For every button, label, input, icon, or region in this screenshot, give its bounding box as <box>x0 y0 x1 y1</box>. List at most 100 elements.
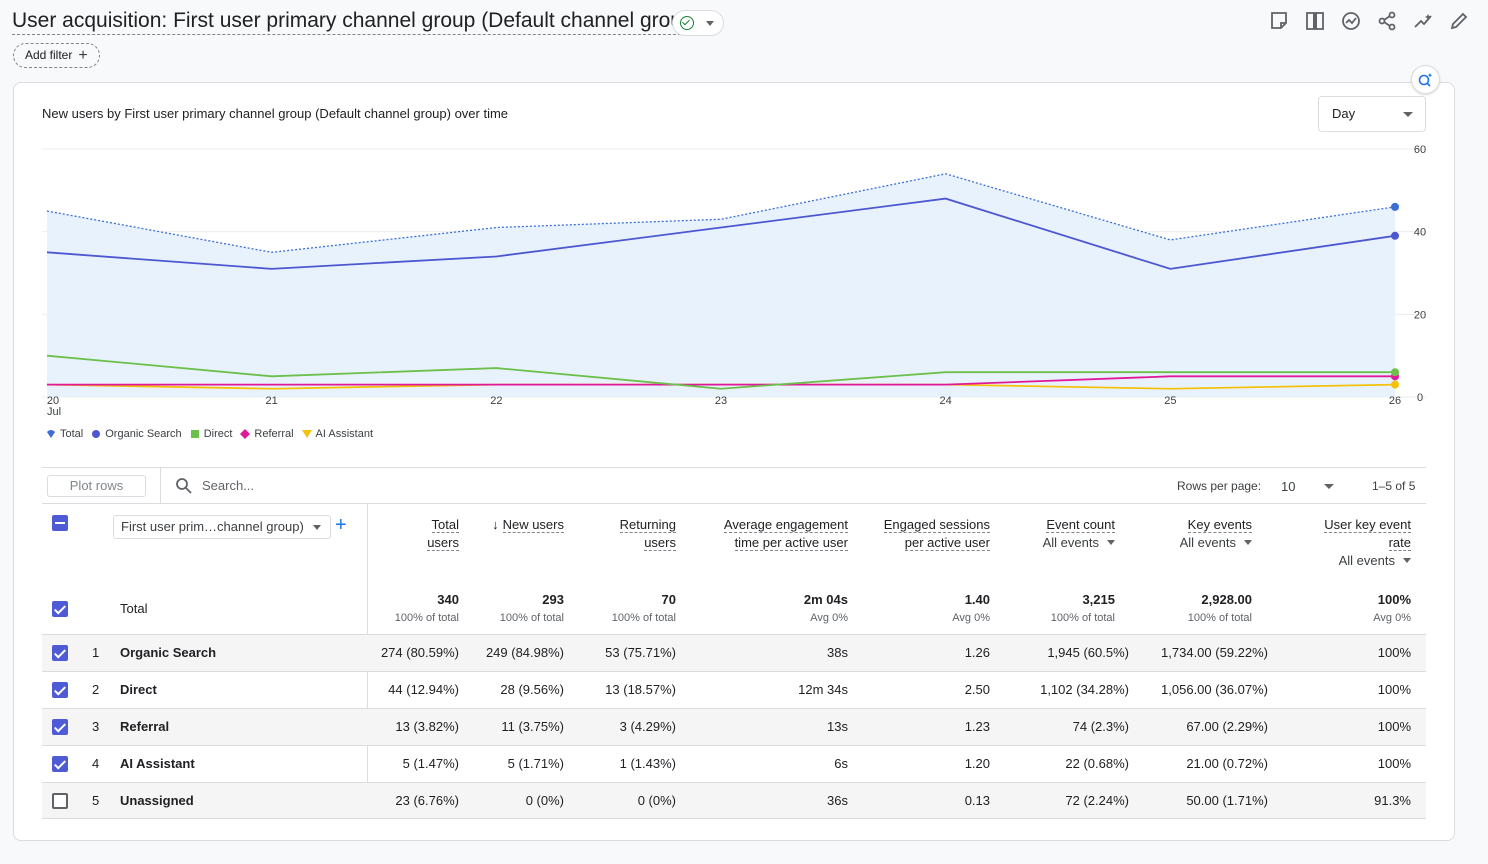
column-header-label: rate <box>1388 535 1411 551</box>
table-cell: 0 (0%) <box>637 793 676 808</box>
table-cell: 23 (6.76%) <box>395 793 459 808</box>
column-header[interactable]: Key events All events <box>1180 516 1252 552</box>
legend-item[interactable]: Referral <box>240 428 294 440</box>
event-filter-select[interactable]: All events <box>1180 534 1252 552</box>
add-filter-button[interactable]: Add filter + <box>13 43 100 68</box>
row-checkbox[interactable] <box>52 793 68 809</box>
table-cell: 1 (1.43%) <box>619 756 676 771</box>
table-cell: 13 (18.57%) <box>605 682 676 697</box>
table-row[interactable] <box>42 782 1426 819</box>
data-point <box>1391 368 1399 377</box>
edit-icon[interactable] <box>1448 10 1470 32</box>
legend-label: Organic Search <box>105 428 182 440</box>
rows-per-page-select[interactable]: 10 <box>1281 479 1296 494</box>
notes-icon[interactable] <box>1268 10 1290 32</box>
chevron-down-icon <box>313 525 321 530</box>
legend-label: Referral <box>254 428 294 440</box>
legend-label: AI Assistant <box>315 428 374 440</box>
table-cell: 21.00 (0.72%) <box>1186 756 1268 771</box>
row-dimension-value: Organic Search <box>120 645 217 660</box>
dimension-select[interactable]: First user prim…channel group) <box>113 515 331 539</box>
table-cell: 0 (0%) <box>525 793 564 808</box>
y-tick-label: 40 <box>1414 227 1426 239</box>
total-value: 70 <box>661 592 676 607</box>
table-cell: 5 (1.71%) <box>507 756 564 771</box>
granularity-value: Day <box>1332 106 1356 121</box>
table-cell: 0.13 <box>964 793 990 808</box>
compare-icon[interactable] <box>1304 10 1326 32</box>
legend-marker-icon <box>47 430 55 438</box>
table-cell: 13 (3.82%) <box>395 719 459 734</box>
total-subtext: Avg 0% <box>952 612 990 624</box>
plot-rows-button[interactable]: Plot rows <box>47 475 146 497</box>
column-header-label: per active user <box>904 535 990 551</box>
page-title: User acquisition: First user primary cha… <box>12 8 701 35</box>
plus-icon[interactable]: + <box>335 514 347 536</box>
row-checkbox[interactable] <box>52 756 68 772</box>
total-row-checkbox[interactable] <box>52 601 68 617</box>
table-row[interactable] <box>42 671 1426 708</box>
row-checkbox[interactable] <box>52 682 68 698</box>
column-header[interactable]: Average engagement time per active user <box>723 516 848 552</box>
data-point <box>1391 231 1399 240</box>
table-cell: 67.00 (2.29%) <box>1186 719 1268 734</box>
trending-icon[interactable] <box>1412 10 1434 32</box>
total-subtext: 100% of total <box>394 612 459 624</box>
column-header[interactable]: Returning users <box>619 516 676 552</box>
table-cell: 50.00 (1.71%) <box>1186 793 1268 808</box>
select-all-checkbox[interactable] <box>52 515 68 531</box>
data-point <box>1391 202 1399 211</box>
total-value: 1.40 <box>964 592 990 607</box>
row-index: 1 <box>92 645 100 660</box>
granularity-select[interactable]: Day <box>1318 96 1426 132</box>
share-icon[interactable] <box>1376 10 1398 32</box>
x-tick-label: 25 <box>1164 395 1176 407</box>
table-row[interactable] <box>42 708 1426 745</box>
legend-item[interactable]: AI Assistant <box>301 428 374 440</box>
table-cell: 1,056.00 (36.07%) <box>1161 682 1268 697</box>
x-tick-label: 24 <box>940 395 952 407</box>
column-header[interactable]: User key event rate All events <box>1324 516 1411 570</box>
data-point <box>1391 380 1399 389</box>
sparkle-search-icon[interactable] <box>1411 65 1440 94</box>
table-row[interactable] <box>42 634 1426 671</box>
column-header-label: Returning <box>619 517 676 533</box>
table-cell: 100% <box>1377 645 1411 660</box>
status-dropdown[interactable] <box>672 10 724 36</box>
total-area <box>47 173 1395 397</box>
row-index: 2 <box>92 682 100 697</box>
row-checkbox[interactable] <box>52 645 68 661</box>
table-row[interactable] <box>42 745 1426 782</box>
legend-item[interactable]: Organic Search <box>91 428 182 440</box>
check-circle-icon <box>680 16 694 30</box>
column-header-label: users <box>427 535 459 551</box>
legend-item[interactable]: Direct <box>190 428 233 440</box>
table-cell: 1.20 <box>964 756 990 771</box>
row-dimension-value: Unassigned <box>120 793 194 808</box>
chevron-down-icon[interactable] <box>1324 484 1334 489</box>
table-bottom-border <box>42 818 1426 819</box>
column-header-label: time per active user <box>734 535 848 551</box>
table-cell: 74 (2.3%) <box>1072 719 1129 734</box>
plus-icon: + <box>78 47 88 64</box>
table-cell: 11 (3.75%) <box>501 719 564 734</box>
column-header-label: Key events <box>1187 517 1252 533</box>
total-label: Total <box>120 601 148 616</box>
column-header[interactable]: ↓ New users <box>492 516 564 534</box>
legend-item[interactable]: Total <box>46 428 83 440</box>
column-header[interactable]: Total users <box>427 516 459 552</box>
search-input[interactable]: Search... <box>202 478 255 493</box>
column-header[interactable]: Engaged sessions per active user <box>883 516 990 552</box>
column-header[interactable]: Event count All events <box>1043 516 1115 552</box>
chevron-down-icon <box>1403 558 1411 563</box>
x-tick-label: 23 <box>715 395 727 407</box>
insights-icon[interactable] <box>1340 10 1362 32</box>
legend-label: Direct <box>203 428 233 440</box>
row-checkbox[interactable] <box>52 719 68 735</box>
column-header-label: User key event <box>1324 517 1411 533</box>
event-filter-select[interactable]: All events <box>1043 534 1115 552</box>
chevron-down-icon <box>1403 112 1413 117</box>
add-filter-label: Add filter <box>25 48 73 62</box>
column-header-label: Total <box>431 517 459 533</box>
event-filter-select[interactable]: All events <box>1324 552 1411 570</box>
